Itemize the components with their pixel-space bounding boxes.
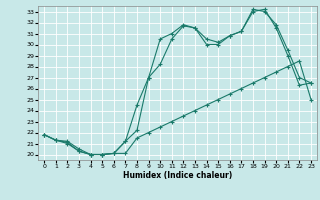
X-axis label: Humidex (Indice chaleur): Humidex (Indice chaleur) bbox=[123, 171, 232, 180]
